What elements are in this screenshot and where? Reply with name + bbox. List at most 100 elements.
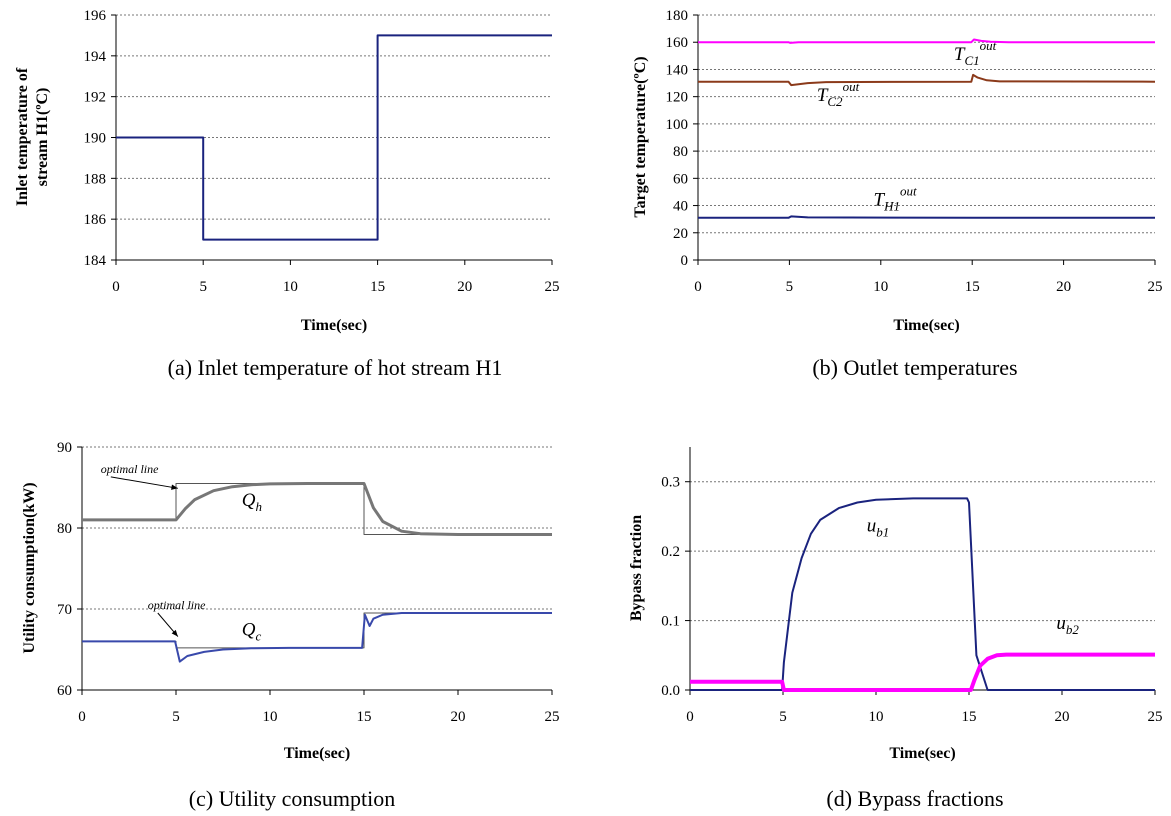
x-tick-label: 20 [451, 709, 466, 725]
y-tick-label: 0.2 [661, 544, 680, 560]
y-tick-label: 188 [84, 171, 107, 187]
y-tick-label: 70 [57, 602, 72, 618]
x-tick-label: 25 [1148, 709, 1163, 725]
y-tick-label: 184 [84, 253, 107, 269]
x-tick-label: 10 [283, 279, 298, 295]
x-tick-label: 0 [694, 279, 702, 295]
y-tick-label: 60 [57, 683, 72, 699]
y-tick-label: 140 [666, 62, 689, 78]
x-tick-label: 5 [786, 279, 794, 295]
x-tick-label: 15 [962, 709, 977, 725]
series-annotation: TC2out [817, 79, 860, 109]
series-line-3 [698, 215, 1155, 219]
y-tick-label: 80 [57, 521, 72, 537]
x-tick-label: 0 [78, 709, 86, 725]
y-tick-label: 90 [57, 440, 72, 456]
series-annotation: ub2 [1056, 613, 1079, 637]
annotation-subscript: c [256, 629, 262, 644]
y-tick-label: 190 [84, 131, 107, 147]
series-line-1 [82, 483, 552, 535]
x-tick-label: 15 [357, 709, 372, 725]
optimal-line-note: optimal line [101, 462, 159, 476]
x-tick-label: 0 [686, 709, 694, 725]
y-axis-label: stream H1(ºC) [34, 88, 51, 187]
series-annotation: TC1out [954, 38, 997, 68]
series-line-2 [82, 482, 552, 536]
series-line-2 [698, 73, 1156, 87]
series-annotation: Qh [242, 490, 262, 514]
annotation-subscript: h [256, 499, 262, 514]
annotation-symbol: Q [242, 490, 256, 511]
annotation-symbol: T [873, 190, 885, 211]
panel-caption: (d) Bypass fractions [826, 786, 1003, 811]
y-tick-label: 60 [673, 171, 688, 187]
annotation-superscript: out [900, 184, 917, 199]
annotation-symbol: u [867, 516, 877, 537]
x-tick-label: 10 [263, 709, 278, 725]
x-tick-label: 10 [869, 709, 884, 725]
y-tick-label: 0.0 [661, 683, 680, 699]
y-tick-label: 194 [84, 49, 107, 65]
y-tick-label: 20 [673, 226, 688, 242]
series-annotation: ub1 [867, 516, 890, 540]
series-line-3 [82, 612, 552, 649]
panel-caption: (c) Utility consumption [189, 786, 396, 811]
x-axis-label: Time(sec) [284, 745, 350, 762]
note-arrowhead [171, 484, 178, 490]
y-tick-label: 180 [666, 8, 689, 24]
y-tick-label: 186 [84, 212, 107, 228]
annotation-superscript: out [843, 79, 860, 94]
y-tick-label: 100 [666, 117, 689, 133]
x-tick-label: 20 [1056, 279, 1071, 295]
y-tick-label: 192 [84, 90, 107, 106]
annotation-symbol: T [954, 44, 966, 65]
y-tick-label: 40 [673, 199, 688, 215]
y-axis-label: Target temperature(ºC) [632, 56, 649, 217]
y-tick-label: 160 [666, 35, 689, 51]
x-tick-label: 15 [370, 279, 385, 295]
annotation-symbol: Q [242, 620, 256, 641]
series-line-4 [82, 612, 552, 663]
series-line-1 [690, 497, 1155, 691]
y-tick-label: 0.1 [661, 614, 680, 630]
panel-caption: (a) Inlet temperature of hot stream H1 [168, 355, 503, 380]
note-arrow [110, 476, 178, 489]
series-line-1 [698, 38, 1155, 44]
x-tick-label: 20 [457, 279, 472, 295]
panel-b: 0 20 40 60 80 100 120 140 160 180 0 5 10 15 20 25 Time(s… [632, 8, 1163, 380]
panel-c: 60 70 80 90 0 5 10 15 20 25 Time(sec) Utility consu… [21, 440, 560, 811]
x-tick-label: 25 [1148, 279, 1163, 295]
y-tick-label: 0 [681, 253, 689, 269]
annotation-subscript: C2 [827, 94, 843, 109]
annotation-superscript: out [980, 38, 997, 53]
y-axis-label: Utility consumption(kW) [21, 482, 38, 653]
series-annotation: Qc [242, 620, 262, 644]
x-tick-label: 0 [112, 279, 120, 295]
annotation-symbol: u [1056, 613, 1066, 634]
panel-caption: (b) Outlet temperatures [812, 355, 1017, 380]
annotation-symbol: T [817, 85, 829, 106]
series-annotation: TH1out [873, 184, 916, 214]
y-axis-label: Inlet temperature of [14, 67, 31, 206]
x-tick-label: 5 [779, 709, 787, 725]
x-axis-label: Time(sec) [893, 317, 959, 334]
panel-a: 184 186 188 190 192 194 196 0 5 10 15 20 25 Time(sec)… [14, 8, 560, 380]
x-tick-label: 5 [172, 709, 180, 725]
x-tick-label: 25 [545, 709, 560, 725]
y-tick-label: 196 [84, 8, 107, 24]
x-tick-label: 10 [873, 279, 888, 295]
annotation-subscript: b1 [876, 525, 889, 540]
y-tick-label: 120 [666, 90, 689, 106]
annotation-subscript: H1 [883, 199, 900, 214]
x-axis-label: Time(sec) [889, 745, 955, 762]
x-tick-label: 20 [1055, 709, 1070, 725]
annotation-subscript: b2 [1066, 622, 1080, 637]
optimal-line-note: optimal line [148, 598, 206, 612]
panel-d: 0.0 0.1 0.2 0.3 0 5 10 15 20 25 Time(sec) Bypass fr… [628, 447, 1163, 811]
x-axis-label: Time(sec) [301, 317, 367, 334]
y-tick-label: 80 [673, 144, 688, 160]
x-tick-label: 5 [199, 279, 207, 295]
annotation-subscript: C1 [964, 53, 979, 68]
y-tick-label: 0.3 [661, 475, 680, 491]
